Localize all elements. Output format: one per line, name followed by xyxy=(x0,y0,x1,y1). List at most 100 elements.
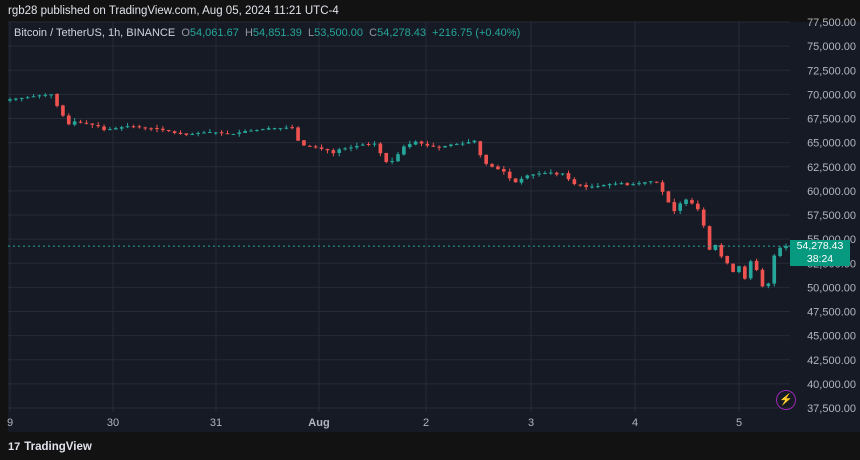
candle-body xyxy=(372,143,377,145)
candle-body xyxy=(501,169,506,172)
open-label: O xyxy=(181,27,190,39)
candle-body xyxy=(648,181,653,183)
candle-body xyxy=(196,132,200,134)
y-tick-label: 45,000.00 xyxy=(807,331,856,343)
candle-body xyxy=(549,172,553,174)
candle-body xyxy=(290,127,295,129)
candle-body xyxy=(425,143,430,146)
candle-body xyxy=(466,142,471,144)
candle-body xyxy=(625,183,630,186)
bolt-icon[interactable]: ⚡ xyxy=(776,390,796,410)
candle-body xyxy=(84,122,89,124)
candle-body xyxy=(19,97,24,99)
candle-body xyxy=(96,125,101,127)
y-tick-label: 47,500.00 xyxy=(807,307,856,319)
candle-body xyxy=(778,247,782,256)
candle-body xyxy=(366,144,371,146)
candle-body xyxy=(519,178,524,183)
candle-body xyxy=(772,255,777,284)
candle-body xyxy=(613,183,618,185)
candle-body xyxy=(490,164,494,167)
candle-body xyxy=(208,132,212,134)
candle-body xyxy=(513,178,518,183)
close-label: C xyxy=(369,27,378,39)
change-value: +216.75 (+0.40%) xyxy=(432,27,521,39)
x-tick-label: 9 xyxy=(7,417,13,429)
symbol-label: Bitcoin / TetherUS, 1h, BINANCE xyxy=(14,27,176,39)
candle-body xyxy=(737,266,741,273)
candle-body xyxy=(784,246,788,249)
candle-body xyxy=(766,283,771,287)
candle-body xyxy=(131,126,136,128)
candle-body xyxy=(225,133,230,135)
bar-countdown: 38:24 xyxy=(806,253,834,266)
candle-body xyxy=(302,140,306,146)
candle-body xyxy=(296,127,300,141)
candle-body xyxy=(484,154,489,164)
candle-body xyxy=(143,127,148,129)
candle-body xyxy=(331,150,336,154)
y-tick-label: 67,500.00 xyxy=(807,114,856,126)
brand-name: TradingView xyxy=(24,441,92,453)
candle-body xyxy=(713,244,718,250)
low-value: 53,500.00 xyxy=(314,27,364,39)
candle-body xyxy=(161,128,165,131)
high-value: 54,851.39 xyxy=(252,27,302,39)
tradingview-logo[interactable]: 17 TradingView xyxy=(8,441,92,453)
x-tick-label: 30 xyxy=(107,417,119,429)
candle-body xyxy=(596,186,600,188)
candle-body xyxy=(725,255,730,264)
y-tick-label: 60,000.00 xyxy=(807,186,856,198)
candle-body xyxy=(419,141,424,144)
candle-body xyxy=(690,200,694,204)
candle-body xyxy=(496,166,500,170)
candle-body xyxy=(178,132,183,134)
candle-body xyxy=(190,133,195,135)
candles xyxy=(8,92,788,289)
candle-body xyxy=(443,146,447,148)
candle-body xyxy=(31,96,36,98)
candle-body xyxy=(637,183,641,185)
candle-body xyxy=(390,160,394,162)
candle-body xyxy=(460,143,465,145)
candle-body xyxy=(255,130,259,132)
candle-body xyxy=(660,182,665,192)
price-axis[interactable] xyxy=(790,22,860,432)
x-tick-label: 31 xyxy=(210,417,222,429)
candle-body xyxy=(748,261,753,279)
candle-body xyxy=(396,154,400,162)
candle-body xyxy=(384,152,389,162)
candle-body xyxy=(578,184,583,186)
y-tick-label: 42,500.00 xyxy=(807,355,856,367)
candle-body xyxy=(449,144,453,147)
high-label: H xyxy=(244,27,253,39)
candle-body xyxy=(72,121,77,125)
candle-body xyxy=(684,199,688,204)
candle-body xyxy=(543,173,547,175)
candle-body xyxy=(537,173,541,175)
candle-body xyxy=(307,145,312,147)
candle-body xyxy=(172,131,177,133)
chart-legend: Bitcoin / TetherUS, 1h, BINANCE O54,061.… xyxy=(14,27,520,39)
candle-body xyxy=(149,128,153,130)
candle-body xyxy=(719,244,724,257)
y-tick-label: 62,500.00 xyxy=(807,162,856,174)
candle-body xyxy=(102,126,106,131)
candle-body xyxy=(666,191,671,203)
candle-body xyxy=(349,147,353,149)
candle-body xyxy=(590,186,594,188)
candle-body xyxy=(584,185,588,188)
candle-body xyxy=(14,98,18,100)
candle-body xyxy=(654,181,659,183)
candle-body xyxy=(25,97,30,99)
candle-body xyxy=(137,126,142,128)
candle-body xyxy=(572,179,577,185)
candle-body xyxy=(754,260,759,271)
candle-body xyxy=(678,203,683,211)
header-bar: rgb28 published on TradingView.com, Aug … xyxy=(0,0,860,22)
chart-area[interactable] xyxy=(8,22,790,432)
candle-body xyxy=(37,95,42,97)
candle-body xyxy=(695,203,700,210)
candle-body xyxy=(8,99,12,101)
